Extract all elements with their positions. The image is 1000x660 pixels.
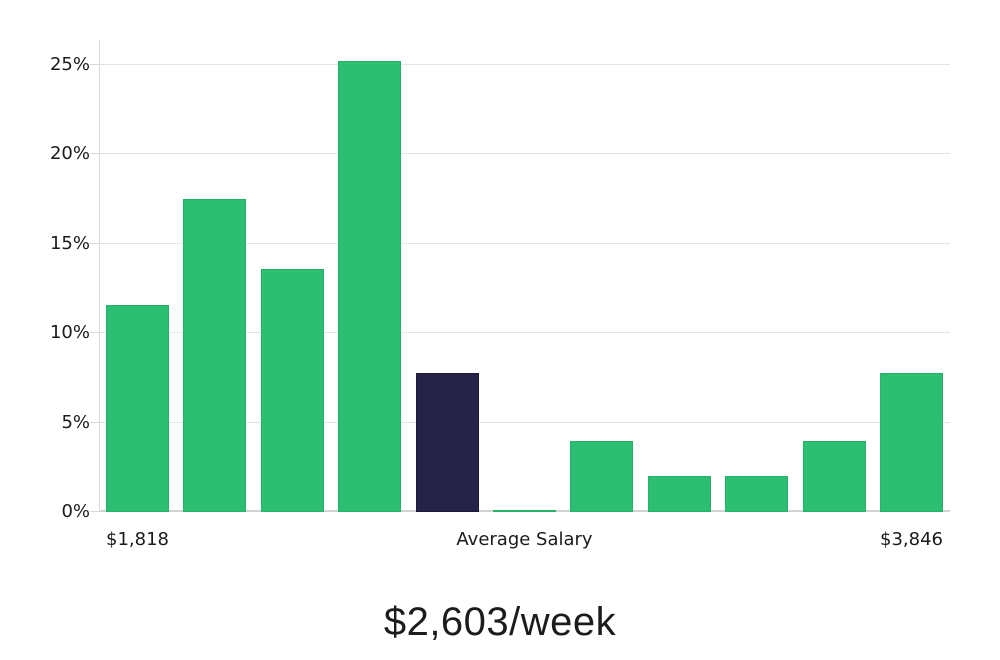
gridline-25% <box>100 64 950 66</box>
y-tick-label-10%: 10% <box>49 322 90 344</box>
bar-11 <box>880 372 943 512</box>
bar-1 <box>106 304 169 512</box>
y-axis-line <box>99 40 100 512</box>
y-tick-label-5%: 5% <box>61 411 90 433</box>
x-tick-label--1-818: $1,818 <box>106 529 169 550</box>
bar-average-salary-highlight <box>415 372 479 512</box>
bar-2 <box>183 199 247 512</box>
y-tick-mark <box>90 242 100 244</box>
y-tick-label-25%: 25% <box>49 54 90 76</box>
bar-8 <box>647 476 711 512</box>
x-tick-label-average-salary: Average Salary <box>456 529 593 550</box>
x-tick-label--3-846: $3,846 <box>880 529 943 550</box>
gridline-5% <box>100 421 950 423</box>
bar-3 <box>260 268 324 512</box>
bar-9 <box>725 476 789 512</box>
bar-4 <box>338 61 402 512</box>
bar-10 <box>802 440 866 512</box>
bar-7 <box>570 440 634 512</box>
gridline-15% <box>100 242 950 244</box>
gridline-20% <box>100 153 950 155</box>
bar-6 <box>493 510 556 512</box>
y-tick-label-20%: 20% <box>49 143 90 165</box>
average-salary-value-title: $2,603/week <box>383 600 617 644</box>
y-tick-mark <box>90 332 100 334</box>
y-tick-mark <box>90 153 100 155</box>
y-tick-label-0%: 0% <box>61 501 90 522</box>
plot-area: 0% 5% 10% 15% 20% 25% $1,818 Average Salary $3,8… <box>50 40 950 550</box>
y-tick-mark <box>90 421 100 423</box>
y-tick-mark <box>90 511 100 512</box>
gridline-10% <box>100 332 950 334</box>
y-tick-mark <box>90 64 100 66</box>
y-tick-label-15%: 15% <box>49 232 90 254</box>
